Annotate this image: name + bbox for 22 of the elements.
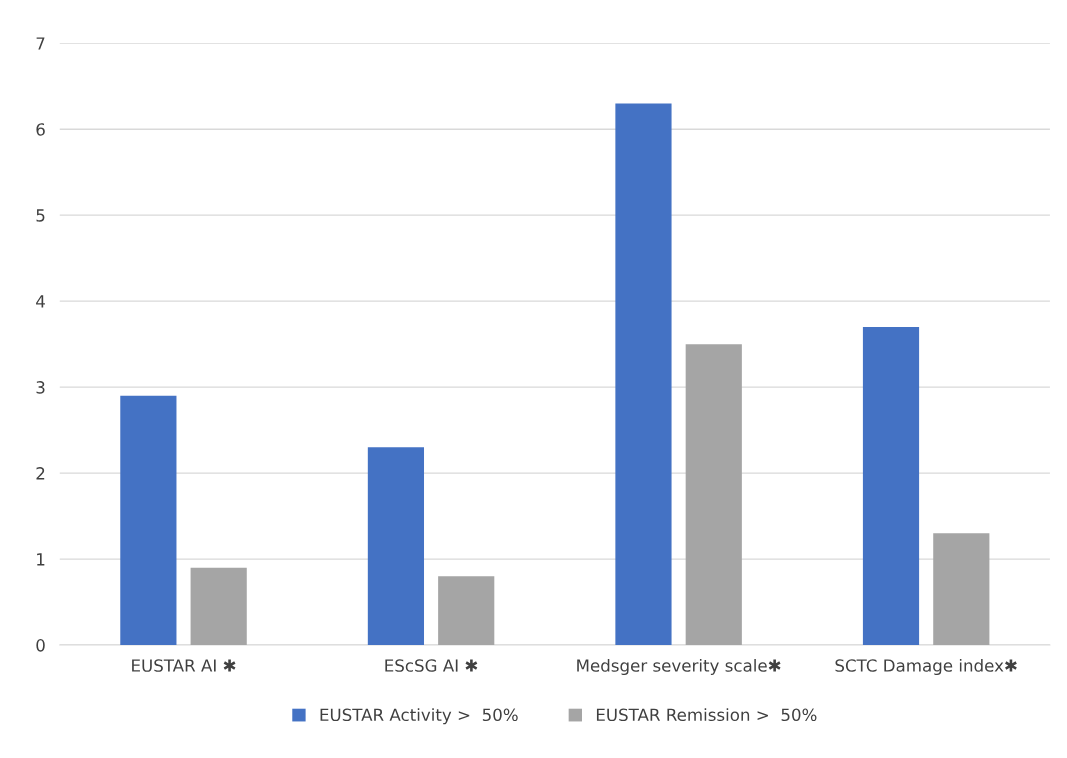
- y-tick-label: 4: [36, 295, 45, 308]
- x-tick-label: Medsger severity scale✱: [577, 658, 781, 676]
- y-tick-label: 7: [36, 37, 45, 50]
- bar: [862, 326, 920, 646]
- legend-label: EUSTAR Activity > 50%: [320, 708, 518, 725]
- bar: [685, 344, 742, 646]
- bar: [933, 533, 990, 646]
- x-tick-label: SCTC Damage index✱: [835, 658, 1017, 676]
- y-tick-label: 5: [36, 209, 45, 222]
- y-tick-label: 6: [36, 123, 45, 136]
- x-tick-label: EScSG AI ✱: [385, 659, 478, 672]
- legend-label: EUSTAR Remission > 50%: [596, 708, 817, 722]
- y-tick-label: 0: [36, 639, 45, 652]
- y-tick-label: 2: [36, 467, 45, 480]
- bar: [120, 395, 177, 646]
- bar: [438, 576, 495, 646]
- y-tick-label: 1: [37, 553, 45, 566]
- bar: [615, 103, 672, 646]
- x-tick-label: EUSTAR AI ✱: [132, 659, 236, 672]
- y-tick-label: 3: [36, 381, 45, 394]
- bar: [190, 567, 247, 646]
- bar: [367, 447, 425, 646]
